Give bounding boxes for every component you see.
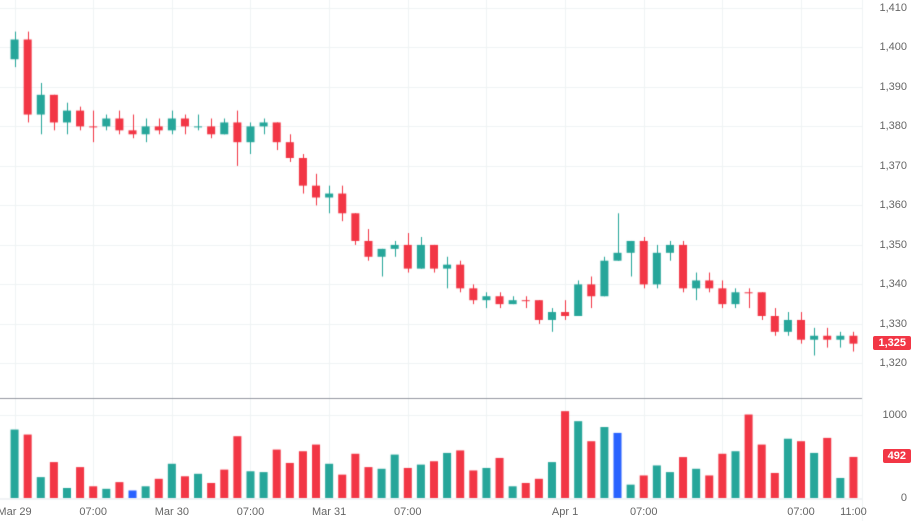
price-tick-label: 1,370 (867, 160, 907, 172)
volume-tick-label: 1000 (867, 409, 907, 421)
time-tick-label: Mar 29 (0, 506, 32, 518)
price-tick-label: 1,340 (867, 278, 907, 290)
time-tick-label: Mar 30 (155, 506, 189, 518)
volume-tick-label: 0 (867, 492, 907, 504)
price-tick-label: 1,400 (867, 41, 907, 53)
time-tick-label: 11:00 (840, 506, 867, 518)
chart-canvas[interactable] (0, 0, 911, 521)
time-tick-label: Apr 1 (552, 506, 578, 518)
time-tick-label: 07:00 (787, 506, 815, 518)
price-tick-label: 1,410 (867, 2, 907, 14)
last-volume-badge: 492 (883, 449, 911, 463)
time-tick-label: 07:00 (79, 506, 107, 518)
time-tick-label: 07:00 (237, 506, 265, 518)
price-tick-label: 1,330 (867, 318, 907, 330)
time-tick-label: Mar 31 (312, 506, 346, 518)
price-tick-label: 1,350 (867, 239, 907, 251)
price-tick-label: 1,380 (867, 120, 907, 132)
price-tick-label: 1,360 (867, 199, 907, 211)
last-price-badge: 1,325 (873, 336, 911, 350)
price-tick-label: 1,390 (867, 81, 907, 93)
time-tick-label: 07:00 (394, 506, 422, 518)
time-tick-label: 07:00 (630, 506, 658, 518)
price-tick-label: 1,320 (867, 357, 907, 369)
candlestick-chart[interactable]: 1,320 1,330 1,340 1,350 1,360 1,370 1,380 1,390… (0, 0, 911, 521)
